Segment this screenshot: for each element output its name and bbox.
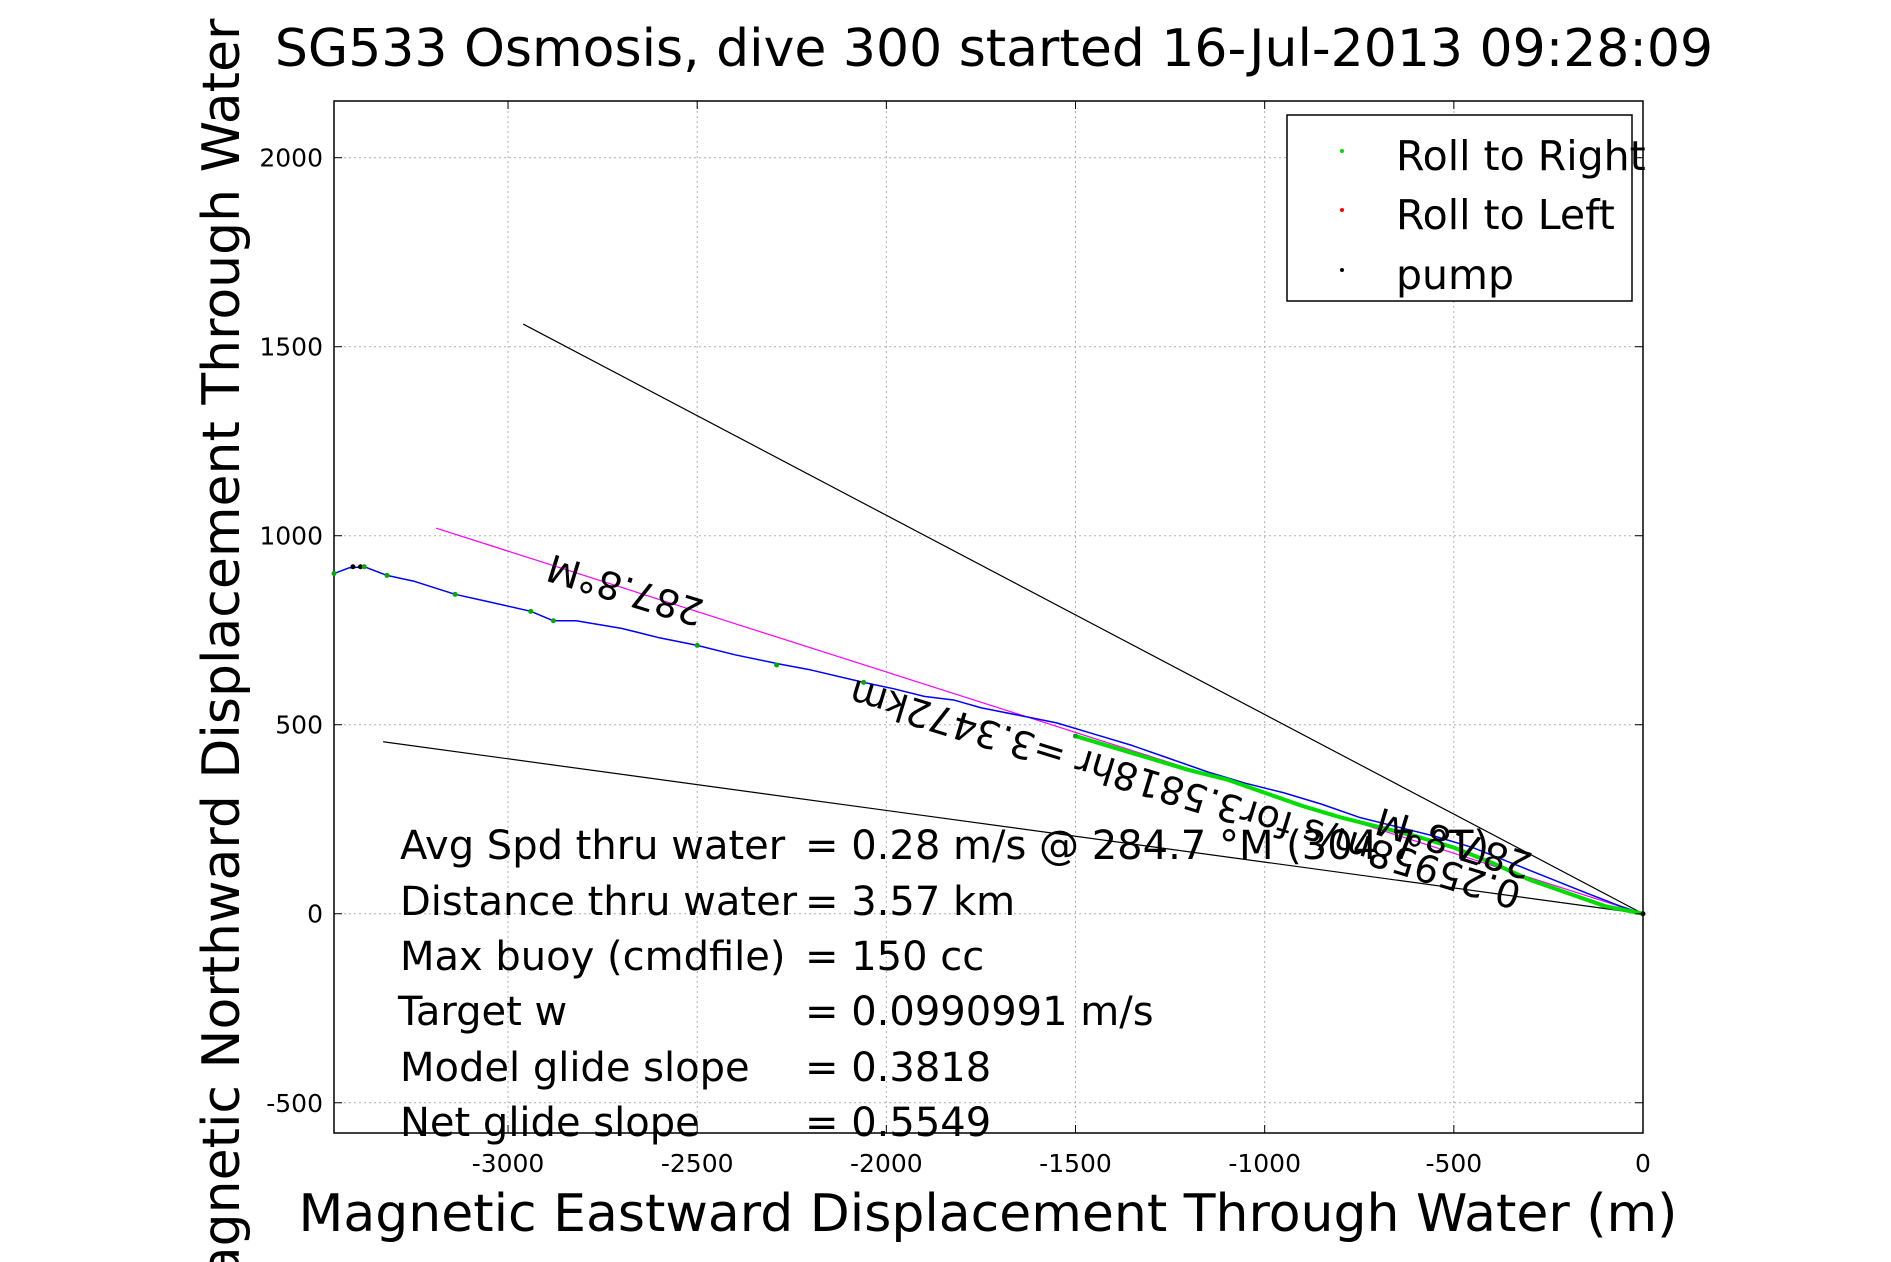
roll-markers [331, 564, 1079, 739]
x-tick-label: -500 [1425, 1149, 1482, 1178]
reference-line [522, 323, 1644, 915]
y-tick-label: 2000 [259, 144, 323, 173]
legend: Roll to Right Roll to Left pump [1286, 114, 1646, 302]
stat-label-distance: Distance thru water [400, 879, 798, 925]
reference-lines [383, 323, 1644, 915]
y-tick-label: 0 [307, 900, 323, 929]
y-tick-label: 500 [275, 711, 323, 740]
stat-value-max-buoy: = 150 cc [805, 934, 984, 980]
roll-right-marker [774, 662, 780, 668]
pump-marker [350, 564, 356, 570]
legend-marker-roll-left [1340, 208, 1344, 212]
stat-value-avg-speed: = 0.28 m/s @ 284.7 °M (304.7 °T) [805, 823, 1489, 869]
stat-label-target-w: Target w [397, 989, 567, 1035]
legend-marker-pump [1340, 268, 1344, 272]
dive-track-line [333, 565, 1644, 915]
roll-right-marker [331, 571, 337, 577]
y-axis-label: Magnetic Northward Displacement Through … [192, 0, 252, 1262]
y-tick-label: -500 [266, 1089, 323, 1118]
roll-right-marker [384, 572, 390, 578]
reference-line [383, 741, 1644, 915]
x-tick-label: -3000 [472, 1149, 545, 1178]
roll-right-marker [694, 642, 700, 648]
stat-value-target-w: = 0.0990991 m/s [805, 989, 1154, 1035]
roll-right-marker [550, 618, 556, 624]
x-axis-label: Magnetic Eastward Displacement Through W… [299, 1184, 1678, 1244]
stat-value-distance: = 3.57 km [805, 879, 1015, 925]
x-tick-label: -2500 [661, 1149, 734, 1178]
stat-value-net-glide: = 0.5549 [805, 1100, 991, 1146]
roll-right-trace [1074, 734, 1644, 916]
roll-right-marker [528, 608, 534, 614]
legend-label-roll-right: Roll to Right [1396, 132, 1646, 180]
x-tick-label: -1500 [1039, 1149, 1112, 1178]
roll-right-marker [861, 679, 867, 685]
roll-right-marker [452, 591, 458, 597]
y-tick-label: 1000 [259, 522, 323, 551]
plot-axes-box [333, 100, 1644, 1134]
axis-ticks: -3000 -2500 -2000 -1500 -1000 -500 0 -500 0 500 10… [259, 101, 1651, 1178]
y-tick-label: 1500 [259, 333, 323, 362]
stat-label-net-glide: Net glide slope [400, 1100, 700, 1146]
legend-box [1286, 114, 1633, 302]
legend-label-pump: pump [1396, 251, 1514, 299]
stats-block: Avg Spd thru water = 0.28 m/s @ 284.7 °M… [397, 823, 1489, 1146]
x-tick-label: -1000 [1228, 1149, 1301, 1178]
x-tick-label: 0 [1635, 1149, 1651, 1178]
stat-label-model-glide: Model glide slope [400, 1045, 750, 1091]
stat-value-model-glide: = 0.3818 [805, 1045, 991, 1091]
chart-title: SG533 Osmosis, dive 300 started 16-Jul-2… [275, 19, 1713, 79]
pump-marker [357, 564, 363, 570]
legend-label-roll-left: Roll to Left [1396, 191, 1615, 239]
x-tick-label: -2000 [850, 1149, 923, 1178]
reference-line [435, 527, 1644, 915]
legend-marker-roll-right [1340, 149, 1344, 153]
data-series [333, 564, 1646, 917]
roll-right-marker [1073, 733, 1079, 739]
roll-right-marker [361, 564, 367, 570]
stat-label-max-buoy: Max buoy (cmdfile) [400, 934, 786, 980]
stat-label-avg-speed: Avg Spd thru water [400, 823, 786, 869]
